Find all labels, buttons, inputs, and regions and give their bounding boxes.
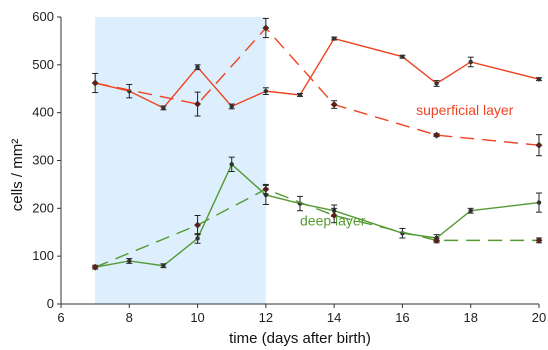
data-point	[195, 65, 200, 70]
data-point	[433, 131, 440, 139]
series-deep_dashed	[91, 183, 543, 271]
data-point	[161, 263, 166, 268]
data-point	[536, 200, 542, 205]
shaded-region	[95, 17, 266, 304]
y-tick-label: 100	[32, 248, 54, 263]
data-point	[161, 105, 166, 111]
y-tick-label: 200	[32, 200, 54, 215]
data-point	[262, 185, 270, 193]
data-point	[433, 236, 440, 244]
data-point	[262, 24, 270, 32]
x-tick-label: 8	[126, 310, 133, 325]
x-tick-label: 16	[395, 310, 409, 325]
data-point	[263, 88, 269, 94]
x-tick-label: 10	[190, 310, 204, 325]
series-deep_solid	[92, 156, 542, 270]
data-point	[330, 101, 338, 108]
x-axis-label: time (days after birth)	[229, 330, 371, 347]
data-point	[434, 81, 439, 86]
x-tick-label: 14	[327, 310, 341, 325]
data-point	[297, 92, 303, 98]
y-tick-label: 500	[32, 57, 54, 72]
data-point	[535, 236, 543, 244]
x-tick-label: 18	[463, 310, 477, 325]
data-point	[91, 79, 99, 87]
series-line	[94, 188, 539, 268]
data-point	[468, 208, 473, 213]
y-axis-label: cells / mm²	[9, 139, 26, 212]
data-point	[331, 36, 337, 41]
y-tick-label: 600	[32, 9, 54, 24]
chart-marks	[91, 17, 543, 271]
data-point	[535, 141, 543, 149]
y-tick-label: 300	[32, 153, 54, 168]
annotations: superficial layer deep layer	[300, 102, 514, 228]
data-point	[194, 221, 201, 229]
series-line	[95, 163, 540, 268]
data-point	[91, 263, 99, 271]
annotation-label: superficial layer	[416, 102, 514, 118]
annotation-label: deep layer	[300, 213, 366, 229]
data-point	[194, 100, 201, 108]
data-point	[536, 76, 542, 82]
data-point	[468, 59, 473, 65]
series-line	[94, 37, 540, 109]
data-point	[229, 104, 234, 109]
y-tick-label: 400	[32, 105, 54, 120]
series-superficial_dashed	[91, 17, 543, 157]
x-tick-label: 12	[259, 310, 273, 325]
x-tick-label: 6	[57, 310, 64, 325]
x-tick-label: 20	[532, 310, 546, 325]
data-point	[330, 212, 338, 219]
data-point	[127, 258, 132, 264]
y-tick-label: 0	[47, 296, 54, 311]
data-point	[400, 54, 405, 59]
data-point	[229, 162, 234, 167]
data-point	[195, 236, 200, 241]
